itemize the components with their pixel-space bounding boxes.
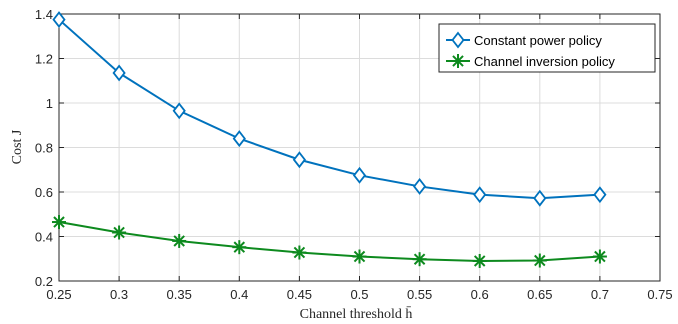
x-tick-label: 0.35: [167, 287, 192, 302]
diamond-marker: [412, 177, 427, 195]
x-tick-label: 0.55: [407, 287, 432, 302]
diamond-marker: [352, 166, 367, 184]
diamond-marker: [172, 102, 186, 120]
legend: Constant power policy Channel inversion p…: [438, 23, 656, 73]
series-1: [52, 11, 607, 207]
x-tick-label: 0.45: [287, 287, 312, 302]
diamond-marker: [473, 186, 487, 204]
asterisk-stroke: [534, 254, 546, 267]
asterisk-stroke: [293, 246, 306, 259]
legend-diamond-marker: [451, 31, 465, 49]
legend-entry-2: Channel inversion policy: [446, 54, 615, 69]
x-axis-label: Channel threshold h̄: [300, 306, 413, 322]
asterisk-stroke: [233, 241, 246, 253]
legend-box: [438, 23, 656, 73]
diamond-marker: [533, 189, 547, 207]
x-tick-label: 0.6: [471, 287, 489, 302]
y-tick-label: 0.4: [35, 230, 53, 245]
asterisk-marker: [52, 215, 66, 230]
legend-label: Channel inversion policy: [474, 54, 615, 69]
asterisk-marker: [352, 249, 367, 264]
x-tick-label: 0.75: [647, 287, 672, 302]
asterisk-stroke: [473, 255, 486, 267]
asterisk-marker: [532, 253, 547, 268]
asterisk-marker: [412, 252, 427, 267]
asterisk-stroke: [413, 253, 426, 265]
diamond-marker: [593, 186, 607, 204]
x-tick-label: 0.7: [591, 287, 609, 302]
legend-asterisk-marker: [451, 54, 465, 68]
asterisk-marker: [292, 245, 307, 260]
asterisk-stroke: [452, 55, 464, 67]
diamond-marker: [112, 64, 126, 82]
diamond-marker: [232, 130, 246, 148]
asterisk-stroke: [53, 216, 65, 228]
x-tick-label: 0.3: [110, 287, 128, 302]
asterisk-marker: [472, 253, 487, 268]
x-tick-label: 0.5: [350, 287, 368, 302]
asterisk-stroke: [594, 250, 606, 263]
y-tick-label: 1.4: [35, 7, 53, 22]
asterisk-marker: [592, 249, 607, 264]
series-line: [58, 221, 600, 262]
y-tick-label: 0.6: [35, 185, 53, 200]
legend-label: Constant power policy: [474, 33, 602, 48]
x-tick-label: 0.25: [46, 287, 71, 302]
axis-ticks: 0.25 0.3 0.35 0.4 0.45 0.5 0.55 0.6 0.65 0.7 0.75 0…: [35, 7, 673, 302]
asterisk-stroke: [113, 226, 125, 239]
asterisk-marker: [232, 240, 247, 255]
legend-entry-1: Constant power policy: [446, 31, 602, 49]
y-tick-label: 1: [46, 96, 53, 111]
y-axis-label: Cost J: [10, 129, 25, 164]
y-tick-label: 0.8: [35, 141, 53, 156]
y-tick-label: 1.2: [35, 52, 53, 67]
asterisk-stroke: [173, 235, 185, 247]
y-tick-label: 0.2: [35, 274, 53, 289]
diamond-marker: [292, 151, 307, 169]
series-group: [52, 11, 607, 268]
asterisk-stroke: [353, 250, 366, 263]
diamond-marker: [52, 11, 66, 29]
series-2: [52, 215, 607, 268]
x-tick-label: 0.65: [527, 287, 552, 302]
asterisk-marker: [172, 233, 187, 248]
asterisk-marker: [112, 225, 127, 240]
x-tick-label: 0.4: [230, 287, 248, 302]
series-line: [58, 18, 600, 200]
